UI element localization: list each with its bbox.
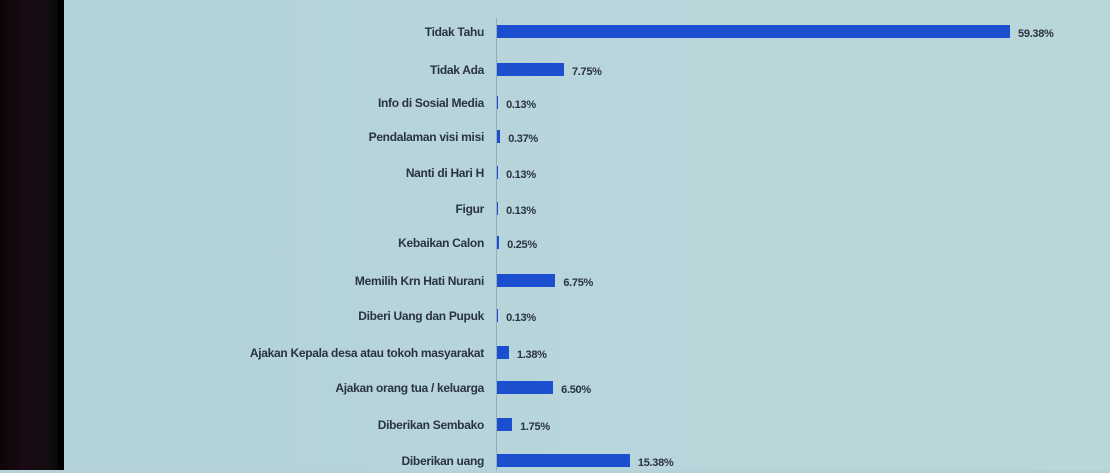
category-label: Tidak Tahu xyxy=(424,25,485,39)
value-label: 6.75% xyxy=(563,277,594,289)
bar xyxy=(497,418,513,431)
bar-row: Info di Sosial Media 0.13% xyxy=(0,93,1110,113)
value-label: 1.75% xyxy=(520,421,550,433)
value-label: 1.38% xyxy=(516,349,547,361)
bar-row: Kebaikan Calon 0.25% xyxy=(0,233,1110,253)
bar xyxy=(497,236,500,249)
bar-row: Ajakan Kepala desa atau tokoh masyarakat… xyxy=(0,343,1110,363)
value-label: 0.37% xyxy=(508,133,538,145)
category-label: Kebaikan Calon xyxy=(398,236,484,250)
bar xyxy=(497,166,499,179)
bar-row: Figur 0.13% xyxy=(0,199,1110,219)
bar xyxy=(497,96,499,109)
bar-row: Nanti di Hari H 0.13% xyxy=(0,163,1110,183)
bar-row: Diberi Uang dan Pupuk 0.13% xyxy=(0,306,1110,326)
projector-screen-bezel xyxy=(0,0,62,470)
category-label: Pendalaman visi misi xyxy=(368,130,485,144)
bar xyxy=(497,130,501,143)
bar xyxy=(497,381,554,394)
category-label: Info di Sosial Media xyxy=(377,96,484,110)
bar xyxy=(497,202,499,215)
bar xyxy=(497,454,630,467)
category-label: Diberikan uang xyxy=(401,454,485,468)
value-label: 0.13% xyxy=(506,99,536,111)
category-label: Diberikan Sembako xyxy=(377,418,485,432)
category-label: Figur xyxy=(455,202,485,216)
bar-row: Ajakan orang tua / keluarga 6.50% xyxy=(0,378,1110,398)
value-label: 0.25% xyxy=(507,239,537,251)
bar-row: Diberikan Sembako 1.75% xyxy=(0,415,1110,435)
screen-edge xyxy=(58,0,64,470)
bar-row: Pendalaman visi misi 0.37% xyxy=(0,127,1110,147)
bar xyxy=(497,274,556,287)
value-label: 6.50% xyxy=(561,384,591,396)
value-label: 15.38% xyxy=(637,457,674,469)
value-label: 0.13% xyxy=(506,312,536,324)
bar-row: Diberikan uang 15.38% xyxy=(0,451,1110,471)
category-label: Ajakan orang tua / keluarga xyxy=(335,381,484,395)
category-label: Ajakan Kepala desa atau tokoh masyarakat xyxy=(249,346,484,360)
category-label: Tidak Ada xyxy=(430,63,484,77)
bar xyxy=(497,25,1011,38)
value-label: 0.13% xyxy=(506,205,536,217)
category-label: Diberi Uang dan Pupuk xyxy=(358,309,484,323)
bar xyxy=(497,309,499,322)
bar-row: Tidak Tahu 59.38% xyxy=(0,22,1110,42)
value-label: 59.38% xyxy=(1018,28,1054,40)
value-label: 0.13% xyxy=(506,169,536,181)
bar-row: Tidak Ada 7.75% xyxy=(0,60,1110,80)
bar xyxy=(497,346,509,359)
category-axis-line xyxy=(496,18,497,470)
value-label: 7.75% xyxy=(571,66,602,78)
bar-row: Memilih Krn Hati Nurani 6.75% xyxy=(0,271,1110,291)
projected-screen xyxy=(64,0,1110,470)
category-label: Memilih Krn Hati Nurani xyxy=(354,274,484,288)
category-label: Nanti di Hari H xyxy=(405,166,484,180)
bar xyxy=(497,63,564,76)
